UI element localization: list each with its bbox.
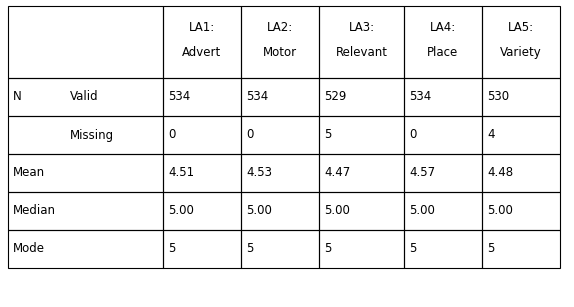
Bar: [482, 192, 560, 230]
Bar: [163, 116, 241, 154]
Bar: [241, 116, 319, 154]
Bar: [163, 192, 241, 230]
Text: 5.00: 5.00: [409, 204, 435, 217]
Bar: [482, 6, 560, 78]
Text: 5: 5: [246, 243, 253, 255]
Bar: [8, 78, 163, 116]
Bar: [241, 154, 319, 192]
Text: Motor: Motor: [263, 46, 297, 59]
Text: 4.47: 4.47: [324, 166, 350, 180]
Text: Advert: Advert: [183, 46, 222, 59]
Bar: [8, 230, 163, 268]
Bar: [241, 230, 319, 268]
Text: N: N: [13, 91, 22, 103]
Text: Place: Place: [428, 46, 459, 59]
Bar: [404, 6, 482, 78]
Text: 5.00: 5.00: [324, 204, 350, 217]
Text: LA3:: LA3:: [348, 21, 375, 34]
Bar: [319, 78, 404, 116]
Text: Median: Median: [13, 204, 56, 217]
Text: LA4:: LA4:: [430, 21, 456, 34]
Bar: [482, 116, 560, 154]
Text: 534: 534: [246, 91, 268, 103]
Bar: [8, 154, 163, 192]
Text: 534: 534: [168, 91, 190, 103]
Text: Missing: Missing: [70, 129, 114, 142]
Bar: [241, 192, 319, 230]
Text: 5.00: 5.00: [246, 204, 272, 217]
Text: 4.48: 4.48: [487, 166, 513, 180]
Text: Valid: Valid: [70, 91, 99, 103]
Text: LA1:: LA1:: [189, 21, 215, 34]
Text: 4.57: 4.57: [409, 166, 435, 180]
Text: 530: 530: [487, 91, 509, 103]
Text: 0: 0: [246, 129, 253, 142]
Bar: [404, 192, 482, 230]
Text: 529: 529: [324, 91, 346, 103]
Bar: [163, 154, 241, 192]
Bar: [482, 154, 560, 192]
Bar: [319, 230, 404, 268]
Bar: [404, 230, 482, 268]
Text: 5: 5: [168, 243, 176, 255]
Bar: [319, 154, 404, 192]
Text: 0: 0: [168, 129, 176, 142]
Text: 4: 4: [487, 129, 494, 142]
Text: 5: 5: [324, 129, 331, 142]
Text: 534: 534: [409, 91, 431, 103]
Text: Relevant: Relevant: [335, 46, 387, 59]
Text: 5: 5: [487, 243, 494, 255]
Text: 5.00: 5.00: [168, 204, 194, 217]
Bar: [482, 78, 560, 116]
Bar: [404, 78, 482, 116]
Bar: [8, 192, 163, 230]
Bar: [163, 6, 241, 78]
Bar: [163, 78, 241, 116]
Bar: [8, 6, 163, 78]
Text: LA5:: LA5:: [508, 21, 534, 34]
Text: 5: 5: [324, 243, 331, 255]
Bar: [241, 6, 319, 78]
Text: 0: 0: [409, 129, 416, 142]
Text: LA2:: LA2:: [267, 21, 293, 34]
Text: 5.00: 5.00: [487, 204, 513, 217]
Bar: [319, 192, 404, 230]
Bar: [8, 116, 163, 154]
Bar: [482, 230, 560, 268]
Text: 5: 5: [409, 243, 416, 255]
Text: Variety: Variety: [500, 46, 542, 59]
Bar: [319, 116, 404, 154]
Bar: [241, 78, 319, 116]
Text: Mode: Mode: [13, 243, 45, 255]
Text: 4.51: 4.51: [168, 166, 194, 180]
Bar: [404, 154, 482, 192]
Bar: [163, 230, 241, 268]
Bar: [319, 6, 404, 78]
Text: 4.53: 4.53: [246, 166, 272, 180]
Text: Mean: Mean: [13, 166, 45, 180]
Bar: [404, 116, 482, 154]
